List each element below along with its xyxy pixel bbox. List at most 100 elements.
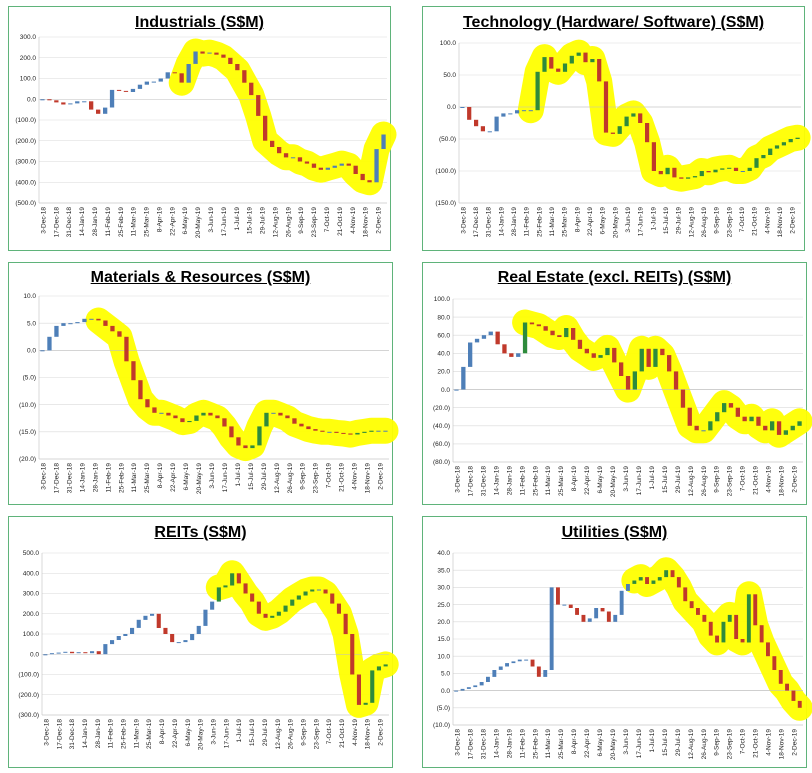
x-tick-label: 4-Nov-19 (766, 466, 773, 493)
bar (306, 426, 311, 430)
bar (304, 161, 310, 164)
bar (460, 107, 465, 108)
bar (144, 81, 149, 85)
bar (699, 171, 704, 177)
bar (562, 63, 568, 72)
bar (766, 642, 770, 657)
x-tick-label: 18-Nov-19 (777, 207, 784, 238)
bar (172, 72, 177, 74)
chart-svg: 10.0 5.0 0.0 (5.0) (10.0) (15.0) (20.0) 3-Dec-1… (19, 293, 399, 494)
bar (176, 642, 181, 644)
bar (587, 618, 592, 622)
y-tick-label: (5.0) (437, 705, 450, 712)
y-tick-label: (500.0) (15, 200, 36, 207)
x-tick-label: 3-Jun-19 (623, 729, 630, 755)
x-tick-label: 25-Mar-19 (562, 207, 569, 237)
bar (501, 113, 506, 117)
bar (460, 688, 465, 691)
bar (708, 621, 713, 636)
bar (727, 167, 732, 169)
bar (179, 73, 184, 83)
y-tick-label: (5.0) (23, 375, 36, 382)
x-tick-label: 20-May-19 (610, 466, 617, 497)
bar (124, 336, 129, 362)
x-tick-label: 29-Jul-19 (261, 463, 268, 490)
y-tick-label: 100.0 (440, 40, 457, 47)
y-tick-label: 300.0 (23, 591, 40, 598)
x-tick-label: 3-Jun-19 (211, 719, 218, 745)
bar (165, 72, 170, 79)
bar (543, 670, 548, 677)
bar (49, 653, 54, 655)
bar (774, 145, 780, 149)
bar (543, 326, 548, 331)
x-tick-label: 28-Jan-19 (92, 463, 99, 493)
bar (123, 90, 129, 92)
x-tick-label: 25-Feb-19 (118, 207, 125, 237)
x-tick-label: 12-Aug-19 (275, 719, 282, 750)
x-tick-label: 29-Jul-19 (675, 466, 682, 493)
bar (200, 51, 205, 54)
x-tick-label: 2-Dec-19 (790, 207, 797, 234)
bar (63, 651, 68, 653)
bar (645, 577, 649, 584)
bar (299, 423, 304, 427)
bar (156, 613, 161, 628)
x-tick-label: 20-May-19 (196, 463, 203, 494)
y-tick-label: 30.0 (437, 585, 450, 592)
x-tick-label: 25-Feb-19 (532, 466, 539, 496)
x-tick-label: 23-Sep-19 (313, 463, 320, 494)
bar (598, 355, 603, 358)
bar (290, 157, 296, 159)
x-tick-label: 8-Apr-19 (159, 719, 166, 745)
bar (653, 348, 658, 367)
bar (706, 171, 711, 173)
bar (362, 431, 367, 433)
bar (667, 355, 672, 372)
bar (61, 323, 66, 326)
bar (110, 640, 115, 645)
bar (754, 158, 759, 168)
bar (524, 659, 529, 661)
x-tick-label: 1-Jul-19 (649, 466, 656, 490)
bar (502, 344, 507, 354)
bar (660, 348, 665, 356)
y-tick-label: (300.0) (18, 712, 39, 719)
bar (797, 700, 802, 708)
x-tick-label: 3-Dec-18 (455, 466, 462, 493)
x-tick-label: 17-Jun-19 (636, 729, 643, 759)
x-tick-label: 1-Jul-19 (649, 729, 656, 753)
bar (481, 335, 487, 339)
x-tick-label: 14-Jan-19 (82, 719, 89, 749)
x-tick-label: 4-Nov-19 (352, 719, 359, 746)
bar (196, 625, 201, 634)
x-tick-label: 1-Jul-19 (234, 207, 241, 231)
x-tick-label: 2-Dec-19 (792, 729, 799, 756)
bar (47, 336, 52, 351)
bar (103, 320, 108, 326)
bar (283, 153, 289, 158)
bar (474, 119, 479, 127)
bar (590, 59, 595, 63)
x-tick-label: 26-Aug-19 (701, 729, 708, 760)
y-tick-label: 400.0 (23, 570, 40, 577)
bar (584, 348, 589, 354)
bar (150, 613, 155, 616)
x-tick-label: 11-Mar-19 (133, 719, 140, 749)
x-tick-label: 2-Dec-19 (378, 463, 385, 490)
y-tick-label: 0.0 (27, 96, 36, 103)
chart-title: Industrials (S$M) (135, 14, 264, 31)
y-tick-label: (150.0) (435, 200, 456, 207)
x-tick-label: 4-Nov-19 (766, 729, 773, 756)
y-tick-label: 20.0 (437, 369, 450, 376)
bar (316, 589, 321, 591)
bar (346, 163, 351, 166)
bar (203, 609, 208, 626)
bar (75, 101, 80, 104)
bar (517, 659, 522, 662)
bar (715, 635, 719, 643)
x-tick-label: 11-Feb-19 (524, 207, 531, 237)
bar (381, 134, 386, 149)
chart-panel-technology: Technology (Hardware/ Software) (S$M) 10… (422, 6, 811, 251)
x-tick-label: 25-Mar-19 (558, 729, 565, 759)
